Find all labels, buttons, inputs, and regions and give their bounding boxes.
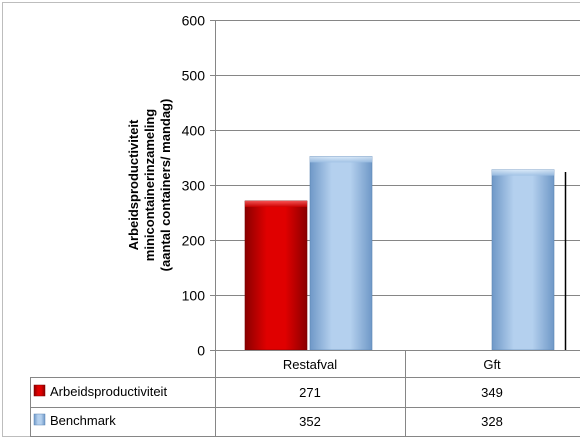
y-axis-title: Arbeidsproductiviteit minicontainerinzam… — [126, 99, 173, 272]
y-tick-label-100: 100 — [182, 288, 206, 304]
data-table: Restafval Gft Arbeidsproductiviteit 271 … — [30, 350, 580, 437]
y-tick-label-400: 400 — [182, 123, 206, 139]
category-label-gft: Gft — [483, 357, 501, 372]
y-tick-label-0: 0 — [197, 343, 205, 359]
y-axis-title-line-3: (aantal containers/ mandag) — [158, 99, 173, 272]
bar-body-arbeidsproductiviteit-restafval — [244, 200, 308, 351]
bar-arbeidsproductiviteit-restafval — [244, 200, 308, 351]
table-cell-arbeidsproductiviteit-gft: 349 — [481, 385, 503, 400]
table-cell-arbeidsproductiviteit-restafval: 271 — [299, 385, 321, 400]
table-cell-benchmark-gft: 328 — [481, 414, 503, 429]
y-tick-label-600: 600 — [182, 13, 206, 29]
y-tick-label-500: 500 — [182, 68, 206, 84]
category-label-restafval: Restafval — [283, 357, 337, 372]
bar-benchmark-restafval — [309, 156, 373, 351]
y-axis-title-line-2: minicontainerinzameling — [142, 109, 157, 261]
y-tick-labels: 0 100 200 300 400 500 600 — [182, 13, 215, 359]
legend-swatch-benchmark — [33, 413, 46, 426]
y-tick-label-200: 200 — [182, 233, 206, 249]
bars — [244, 156, 555, 351]
legend-swatch-arbeidsproductiviteit — [33, 384, 46, 397]
y-axis-title-line-1: Arbeidsproductiviteit — [126, 119, 141, 250]
bar-cap-benchmark-gft — [492, 169, 554, 176]
bar-cap-benchmark-restafval — [310, 156, 372, 163]
bar-body-benchmark-restafval — [309, 156, 373, 351]
bar-cap-arbeidsproductiviteit-restafval — [245, 200, 307, 207]
y-tick-label-300: 300 — [182, 178, 206, 194]
table-row-label-benchmark: Benchmark — [50, 413, 116, 428]
table-cell-benchmark-restafval: 352 — [299, 414, 321, 429]
table-row-label-arbeidsproductiviteit: Arbeidsproductiviteit — [50, 384, 167, 399]
bar-benchmark-gft — [491, 169, 555, 351]
bar-body-benchmark-gft — [491, 169, 555, 351]
